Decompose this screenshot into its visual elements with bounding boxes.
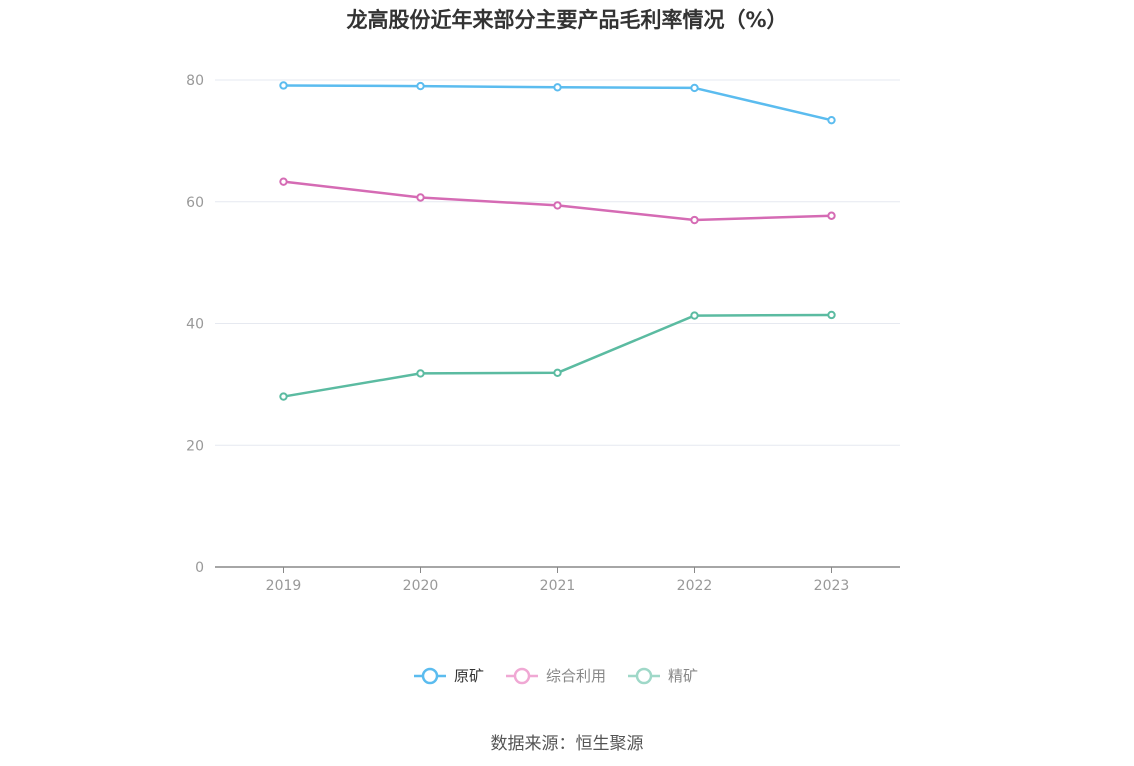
chart-title: 龙高股份近年来部分主要产品毛利率情况（%）: [346, 8, 788, 32]
y-tick-label: 80: [186, 73, 204, 89]
legend-marker: [421, 667, 439, 685]
data-point: [279, 177, 288, 186]
data-point: [827, 310, 836, 320]
legend-label: 精矿: [668, 667, 698, 685]
x-tick-label: 2020: [403, 578, 439, 594]
x-tick-label: 2022: [677, 578, 713, 594]
y-tick-label: 40: [186, 317, 204, 333]
data-point: [690, 311, 699, 320]
data-point: [553, 83, 562, 92]
data-point: [416, 193, 425, 202]
legend-marker: [635, 667, 653, 685]
y-tick-label: 0: [195, 560, 204, 576]
legend-marker: [513, 667, 531, 685]
data-point: [553, 368, 562, 378]
data-point: [553, 201, 562, 210]
data-point: [827, 211, 836, 220]
x-tick-label: 2023: [814, 578, 850, 594]
data-point: [279, 81, 288, 90]
data-point: [690, 83, 699, 93]
x-tick-label: 2019: [266, 578, 302, 594]
data-point: [827, 115, 836, 125]
y-tick-label: 60: [186, 195, 204, 211]
data-point: [416, 81, 425, 91]
series-line-2: [283, 180, 832, 222]
series-line-3: [283, 313, 832, 398]
y-tick-label: 20: [186, 438, 204, 454]
data-point: [279, 392, 288, 401]
data-point: [690, 215, 699, 225]
data-source: 数据来源：恒生聚源: [490, 734, 644, 754]
x-tick-label: 2021: [540, 578, 576, 594]
data-point: [416, 369, 425, 378]
legend-label: 原矿: [454, 667, 484, 685]
legend-label: 综合利用: [546, 667, 606, 685]
